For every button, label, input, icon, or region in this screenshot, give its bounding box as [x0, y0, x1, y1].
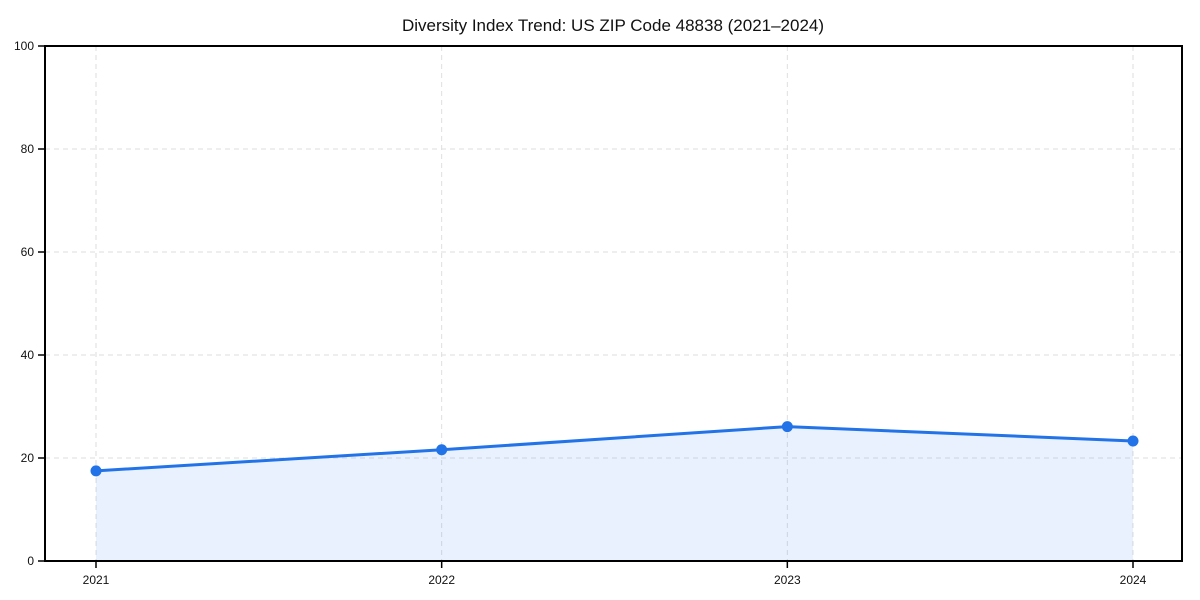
data-point-2023 — [781, 421, 793, 433]
trend-line — [94, 425, 1135, 473]
x-tick-label: 2021 — [83, 573, 110, 587]
y-tick-label: 60 — [21, 245, 35, 259]
axis-ticks — [38, 45, 1134, 568]
y-tick-label: 100 — [14, 39, 34, 53]
area-fill — [96, 426, 1133, 561]
trend-line-path — [94, 425, 1135, 473]
y-tick-label: 40 — [21, 348, 35, 362]
axis-tick-labels: 0 20 40 60 80 100 2021 2022 2023 2024 — [14, 39, 1147, 587]
chart-title: Diversity Index Trend: US ZIP Code 48838… — [402, 16, 824, 35]
data-point-2021 — [90, 465, 102, 477]
area-fill-shape — [96, 426, 1133, 561]
axes-spines — [44, 45, 1183, 562]
data-points — [90, 421, 1139, 477]
data-point-2022 — [436, 444, 448, 456]
x-tick-label: 2024 — [1120, 573, 1147, 587]
y-tick-label: 80 — [21, 142, 35, 156]
data-point-2024 — [1127, 435, 1139, 447]
y-tick-label: 0 — [27, 554, 34, 568]
plot-border — [44, 45, 1183, 562]
y-tick-label: 20 — [21, 451, 35, 465]
x-tick-label: 2023 — [774, 573, 801, 587]
x-tick-label: 2022 — [428, 573, 455, 587]
